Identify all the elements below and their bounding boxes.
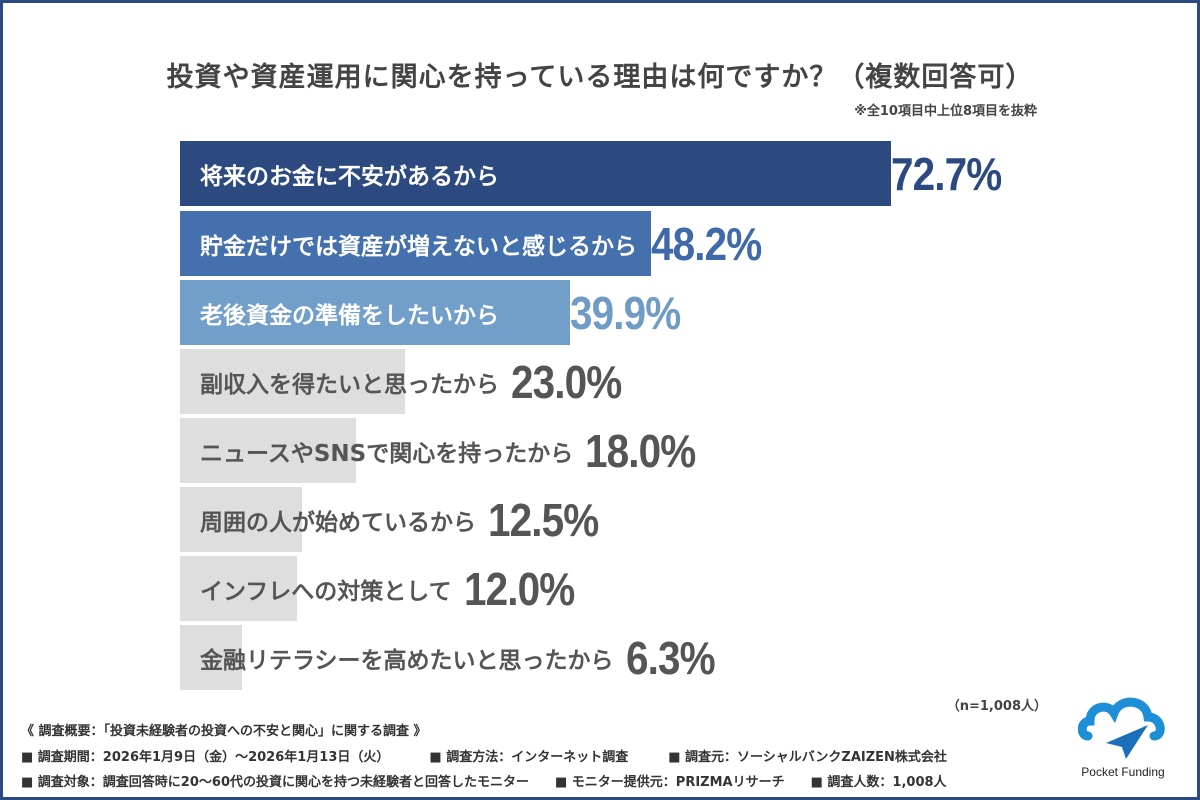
category-label: 老後資金の準備をしたいから	[200, 302, 499, 329]
bar-row: 老後資金の準備をしたいから 39.9%	[180, 280, 696, 345]
chart-title: 投資や資産運用に関心を持っている理由は何ですか？（複数回答可）	[166, 62, 1034, 93]
logo-text: Pocket Funding	[1081, 765, 1165, 779]
survey-source: ■ 調査元：ソーシャルバンクZAIZEN株式会社	[668, 750, 947, 765]
value-label: 72.7%	[891, 147, 1002, 200]
value-label: 39.9%	[570, 286, 681, 339]
survey-period: ■ 調査期間：2026年1月9日（金）〜2026年1月13日（火）	[21, 750, 390, 765]
bar-row: 副収入を得たいと思ったから 23.0%	[180, 349, 636, 414]
bar-row: 周囲の人が始めているから 12.5%	[180, 487, 613, 552]
survey-method: ■ 調査方法：インターネット調査	[429, 750, 629, 765]
bar-row: 将来のお金に不安があるから 72.7%	[180, 141, 1016, 206]
value-label: 12.5%	[488, 493, 599, 546]
bar-row: 貯金だけでは資産が増えないと感じるから 48.2%	[180, 211, 777, 276]
value-label: 48.2%	[651, 217, 762, 270]
survey-count: ■ 調査人数：1,008人	[810, 775, 947, 790]
survey-line-2: ■ 調査対象：調査回答時に20〜60代の投資に関心を持つ未経験者と回答したモニタ…	[21, 771, 987, 790]
bar	[180, 487, 303, 552]
pocket-funding-logo: Pocket Funding	[1073, 691, 1173, 779]
cloud-paper-plane-icon	[1077, 697, 1165, 759]
category-label: 貯金だけでは資産が増えないと感じるから	[200, 233, 637, 260]
value-label: 23.0%	[511, 355, 622, 408]
bar-row: 金融リテラシーを高めたいと思ったから 6.3%	[180, 625, 726, 690]
bar	[180, 141, 891, 206]
bar-row: ニュースやSNSで関心を持ったから 18.0%	[180, 418, 711, 483]
chart-note: ※全10項目中上位8項目を抜粋	[854, 104, 1037, 119]
category-label: 周囲の人が始めているから	[200, 509, 476, 536]
category-label: 将来のお金に不安があるから	[200, 163, 499, 190]
bar	[180, 211, 652, 276]
survey-target: ■ 調査対象：調査回答時に20〜60代の投資に関心を持つ未経験者と回答したモニタ…	[21, 775, 529, 790]
bar	[180, 556, 298, 621]
category-label: 副収入を得たいと思ったから	[200, 371, 499, 398]
sample-size: （n=1,008人）	[946, 699, 1047, 714]
bar	[180, 625, 242, 690]
value-label: 18.0%	[585, 424, 696, 477]
bar	[180, 280, 571, 345]
survey-provider: ■ モニター提供元：PRIZMAリサーチ	[555, 775, 785, 790]
bar	[180, 349, 405, 414]
category-label: ニュースやSNSで関心を持ったから	[200, 440, 574, 467]
bar	[180, 418, 357, 483]
bar-row: インフレへの対策として 12.0%	[180, 556, 589, 621]
category-label: インフレへの対策として	[200, 578, 452, 605]
value-label: 6.3%	[625, 631, 716, 684]
category-label: 金融リテラシーを高めたいと思ったから	[200, 647, 614, 674]
value-label: 12.0%	[463, 562, 575, 615]
survey-line-1: ■ 調査期間：2026年1月9日（金）〜2026年1月13日（火） ■ 調査方法：…	[21, 746, 987, 765]
survey-heading: 《 調査概要：「投資未経験者の投資への不安と関心」に関する調査 》	[21, 724, 427, 739]
